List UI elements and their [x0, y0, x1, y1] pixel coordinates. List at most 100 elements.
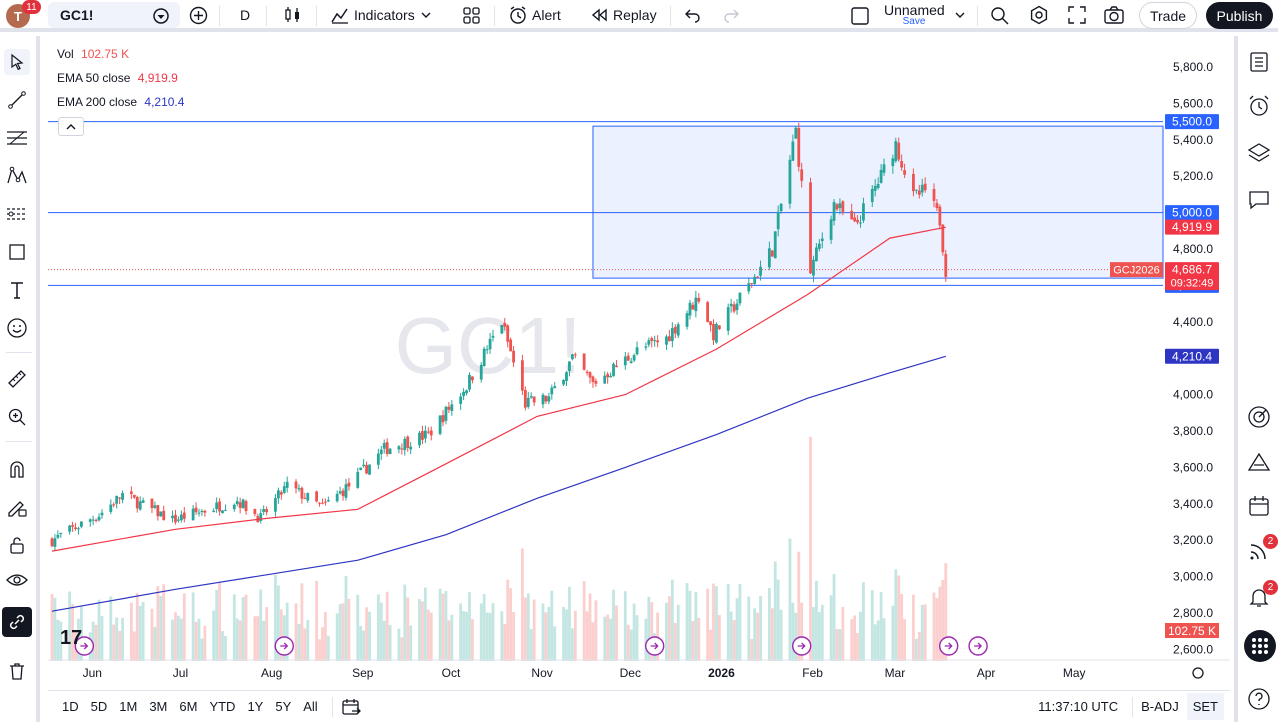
legend-ema200[interactable]: EMA 200 close 4,210.4	[57, 95, 184, 109]
eye-icon[interactable]	[4, 567, 30, 593]
volume-bar	[80, 606, 83, 661]
fullscreen-toggle-icon[interactable]	[850, 6, 870, 26]
signals-icon[interactable]: 2	[1246, 534, 1278, 564]
magnet-icon[interactable]	[4, 456, 30, 482]
volume-bar	[406, 597, 410, 661]
date-range-icon[interactable]	[341, 697, 361, 717]
volume-bar	[315, 580, 318, 661]
calendar-icon[interactable]	[1246, 493, 1272, 519]
trade-button[interactable]: Trade	[1139, 2, 1197, 29]
volume-bar	[403, 584, 407, 661]
volume-bar	[138, 605, 142, 661]
range-3m[interactable]: 3M	[149, 699, 168, 714]
volume-bar	[162, 584, 166, 661]
candle-body	[462, 391, 465, 397]
range-1y[interactable]: 1Y	[247, 699, 264, 714]
replay-button[interactable]: Replay	[589, 0, 657, 30]
ema200-legend-value: 4,210.4	[144, 95, 185, 109]
candle-body	[856, 219, 859, 223]
publish-button[interactable]: Publish	[1206, 2, 1273, 29]
session-button[interactable]: SET	[1186, 693, 1224, 720]
x-tick-label: Nov	[531, 666, 552, 680]
volume-bar	[938, 586, 942, 661]
chevron-down-icon	[421, 12, 431, 18]
range-5d[interactable]: 5D	[90, 699, 108, 714]
ruler-icon[interactable]	[4, 366, 30, 392]
range-6m[interactable]: 6M	[179, 699, 198, 714]
badj-button[interactable]: B-ADJ	[1141, 699, 1179, 714]
candle-body	[647, 340, 651, 345]
chat-icon[interactable]	[1246, 187, 1272, 213]
range-all[interactable]: All	[303, 699, 318, 714]
legend-volume[interactable]: Vol 102.75 K	[57, 47, 129, 61]
axis-settings-icon[interactable]	[1192, 667, 1204, 679]
bell-icon[interactable]: 2	[1246, 580, 1278, 610]
volume-bar	[647, 596, 651, 661]
candle-body	[459, 396, 463, 404]
forecast-icon[interactable]	[4, 201, 30, 227]
alarm-icon[interactable]	[1246, 93, 1272, 119]
layers-icon[interactable]	[1246, 140, 1272, 166]
fullscreen-icon[interactable]	[1067, 5, 1087, 25]
settings-icon[interactable]	[1029, 5, 1049, 25]
volume-bar	[156, 586, 160, 661]
watchlist-icon[interactable]	[1246, 49, 1272, 75]
zoom-in-icon[interactable]	[4, 404, 30, 430]
range-ytd[interactable]: YTD	[209, 699, 236, 714]
volume-bar	[729, 611, 733, 661]
candles-icon[interactable]	[283, 5, 303, 25]
volume-bar	[97, 599, 101, 661]
chart-area[interactable]: GC1! 5,800.0 5,600.0 5,400.0 5,200.0 4,800.0 4…	[48, 36, 1230, 686]
undo-icon[interactable]	[684, 6, 702, 24]
apps-grid-icon[interactable]	[1244, 630, 1276, 662]
fib-retracement-icon[interactable]	[4, 125, 30, 151]
clock-label[interactable]: 11:37:10 UTC	[1038, 699, 1119, 714]
candle-body	[262, 509, 266, 512]
redo-icon[interactable]	[722, 6, 740, 24]
symbol-lock-icon[interactable]	[152, 7, 170, 25]
legend-ema50[interactable]: EMA 50 close 4,919.9	[57, 71, 178, 85]
range-1m[interactable]: 1M	[119, 699, 138, 714]
symbol-search[interactable]: GC1!	[48, 2, 180, 28]
volume-bar	[276, 585, 280, 661]
range-5y[interactable]: 5Y	[275, 699, 292, 714]
candle-body	[632, 355, 636, 361]
ideas-icon[interactable]	[1246, 449, 1272, 475]
indicators-button[interactable]: Indicators	[330, 0, 433, 30]
volume-bar	[379, 602, 383, 661]
link-icon[interactable]	[2, 607, 32, 637]
emoji-icon[interactable]	[4, 315, 30, 341]
price-chart[interactable]: GC1! 5,800.0 5,600.0 5,400.0 5,200.0 4,800.0 4…	[48, 36, 1230, 686]
candle-body	[423, 430, 427, 439]
volume-bar	[112, 624, 116, 661]
quick-search-icon[interactable]	[990, 5, 1010, 25]
cursor-icon[interactable]	[4, 49, 30, 75]
rectangle-icon[interactable]	[4, 239, 30, 265]
help-icon[interactable]	[1246, 686, 1272, 712]
alert-button[interactable]: Alert	[508, 0, 561, 30]
indicators-label: Indicators	[354, 7, 415, 23]
volume-bar	[321, 627, 324, 661]
candle-body	[609, 375, 612, 378]
chevron-down-icon[interactable]	[953, 8, 967, 22]
layout-name[interactable]: Unnamed Save	[884, 2, 945, 27]
camera-icon[interactable]	[1103, 5, 1125, 25]
range-1d[interactable]: 1D	[62, 699, 79, 714]
target-icon[interactable]	[1246, 404, 1272, 430]
volume-bar	[244, 594, 248, 661]
add-symbol-icon[interactable]	[189, 6, 208, 25]
pattern-icon[interactable]	[4, 163, 30, 189]
text-icon[interactable]	[4, 277, 30, 303]
interval-button[interactable]: D	[240, 0, 250, 30]
draw-lock-icon[interactable]	[4, 494, 30, 520]
lock-icon[interactable]	[4, 532, 30, 558]
trash-icon[interactable]	[4, 658, 30, 684]
volume-bar	[512, 612, 515, 661]
layouts-icon[interactable]	[462, 6, 481, 25]
candle-body	[221, 510, 224, 514]
volume-bar	[882, 618, 886, 661]
candle-body	[817, 243, 821, 249]
collapse-legend-button[interactable]	[58, 117, 84, 136]
volume-bar	[409, 625, 413, 661]
trend-line-icon[interactable]	[4, 87, 30, 113]
